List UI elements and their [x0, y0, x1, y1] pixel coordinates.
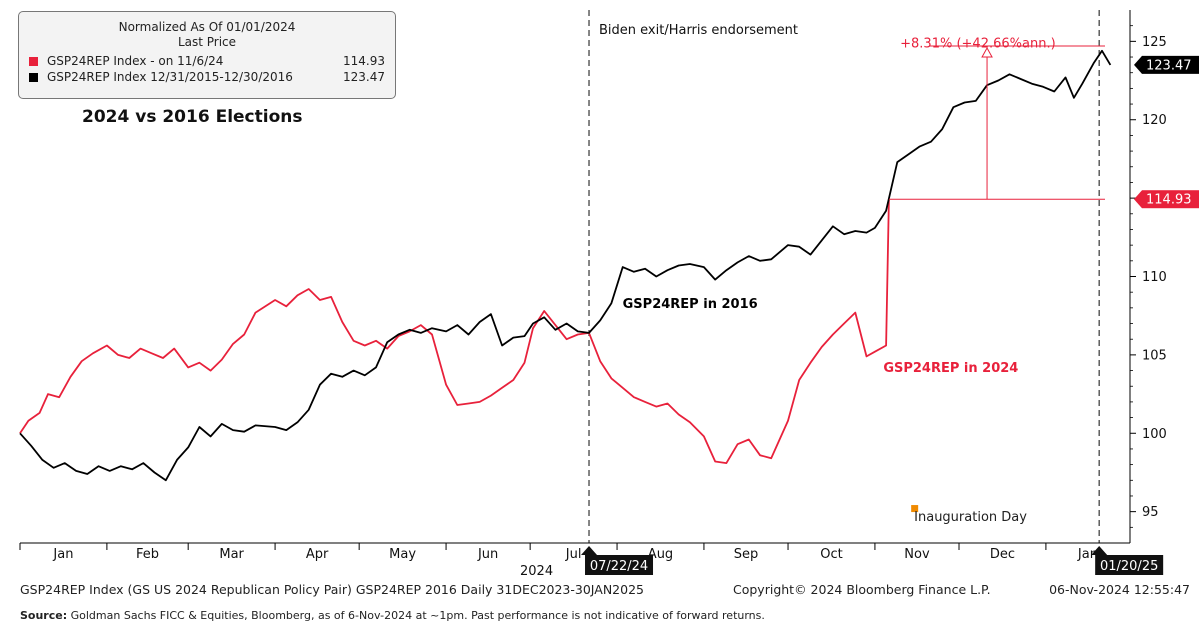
- footer-copyright: Copyright© 2024 Bloomberg Finance L.P.: [733, 582, 991, 597]
- legend-label-2024: GSP24REP Index - on 11/6/24: [47, 54, 224, 68]
- source-note: Source: Goldman Sachs FICC & Equities, B…: [20, 609, 765, 622]
- legend-header-normalized: Normalized As Of 01/01/2024: [118, 20, 296, 34]
- vertical-lines: Biden exit/Harris endorsement: [588, 10, 1100, 543]
- x-tick-label-6: Jul: [565, 547, 582, 562]
- legend-header-last-price: Last Price: [177, 35, 237, 49]
- x-tick-label-7: Aug: [648, 547, 673, 562]
- date-flag-pointer-1: [1091, 546, 1108, 555]
- annotations: GSP24REP in 2016 GSP24REP in 2024 +8.31% (…: [623, 37, 1105, 525]
- legend-label-2016: GSP24REP Index 12/31/2015-12/30/2016: [47, 70, 293, 84]
- annotation-0: GSP24REP in 2016: [623, 297, 758, 312]
- y-tick-label-5: 120: [1142, 113, 1167, 128]
- annotation-2: +8.31% (+42.66%ann.): [900, 37, 1056, 52]
- axes: 95100105110115120125114.93123.47JanFebMa…: [19, 10, 1199, 579]
- series-line-0: [19, 199, 890, 465]
- legend-swatch-2016: [29, 73, 38, 82]
- source-text: Goldman Sachs FICC & Equities, Bloomberg…: [67, 609, 765, 622]
- footer-timestamp: 06-Nov-2024 12:55:47: [1049, 582, 1190, 597]
- legend-row-2024: GSP24REP Index - on 11/6/24 114.93: [19, 53, 395, 69]
- last-value-label-1: 123.47: [1146, 58, 1192, 73]
- x-tick-label-2: Mar: [219, 547, 244, 562]
- date-flag-label-1: 01/20/25: [1100, 559, 1158, 574]
- last-value-label-0: 114.93: [1146, 193, 1192, 208]
- legend-swatch-2024: [29, 57, 38, 66]
- last-value-box-1: [1142, 55, 1199, 74]
- last-value-pointer-0: [1134, 190, 1142, 209]
- x-tick-label-8: Sep: [734, 547, 759, 562]
- series-lines: [19, 49, 1112, 482]
- legend: Normalized As Of 01/01/2024 Last Price G…: [18, 11, 396, 99]
- legend-value-2024: 114.93: [343, 54, 385, 68]
- y-tick-label-0: 95: [1142, 505, 1159, 520]
- y-tick-label-1: 100: [1142, 427, 1167, 442]
- source-label: Source:: [20, 609, 68, 622]
- last-value-pointer-1: [1134, 55, 1142, 74]
- x-tick-label-12: Jan: [1077, 547, 1098, 562]
- x-tick-label-11: Dec: [990, 547, 1015, 562]
- date-flag-box-0: [585, 555, 654, 575]
- annotation-3: Inauguration Day: [914, 510, 1027, 525]
- x-tick-label-3: Apr: [306, 547, 329, 562]
- annotation-marker-3: [911, 505, 919, 513]
- x-tick-label-4: May: [389, 547, 416, 562]
- date-flag-box-1: [1095, 555, 1164, 575]
- x-tick-label-10: Nov: [904, 547, 930, 562]
- chart-title: 2024 vs 2016 Elections: [82, 107, 303, 127]
- event-label-0: Biden exit/Harris endorsement: [599, 23, 798, 38]
- bracket-arrow-head: [981, 47, 993, 58]
- legend-value-2016: 123.47: [343, 70, 385, 84]
- x-year-label: 2024: [520, 564, 553, 579]
- footer-series-info: GSP24REP Index (GS US 2024 Republican Po…: [20, 582, 644, 597]
- x-tick-label-9: Oct: [820, 547, 842, 562]
- y-tick-label-3: 110: [1142, 270, 1167, 285]
- y-tick-label-2: 105: [1142, 348, 1167, 363]
- legend-row-2016: GSP24REP Index 12/31/2015-12/30/2016 123…: [19, 69, 395, 85]
- annotation-1: GSP24REP in 2024: [883, 361, 1018, 376]
- x-tick-label-0: Jan: [52, 547, 73, 562]
- x-tick-label-1: Feb: [136, 547, 159, 562]
- series-line-1: [19, 49, 1112, 482]
- y-tick-label-6: 125: [1142, 35, 1167, 50]
- date-flag-pointer-0: [581, 546, 598, 555]
- last-value-box-0: [1142, 190, 1199, 209]
- x-tick-label-5: Jun: [477, 547, 498, 562]
- date-flag-label-0: 07/22/24: [590, 559, 648, 574]
